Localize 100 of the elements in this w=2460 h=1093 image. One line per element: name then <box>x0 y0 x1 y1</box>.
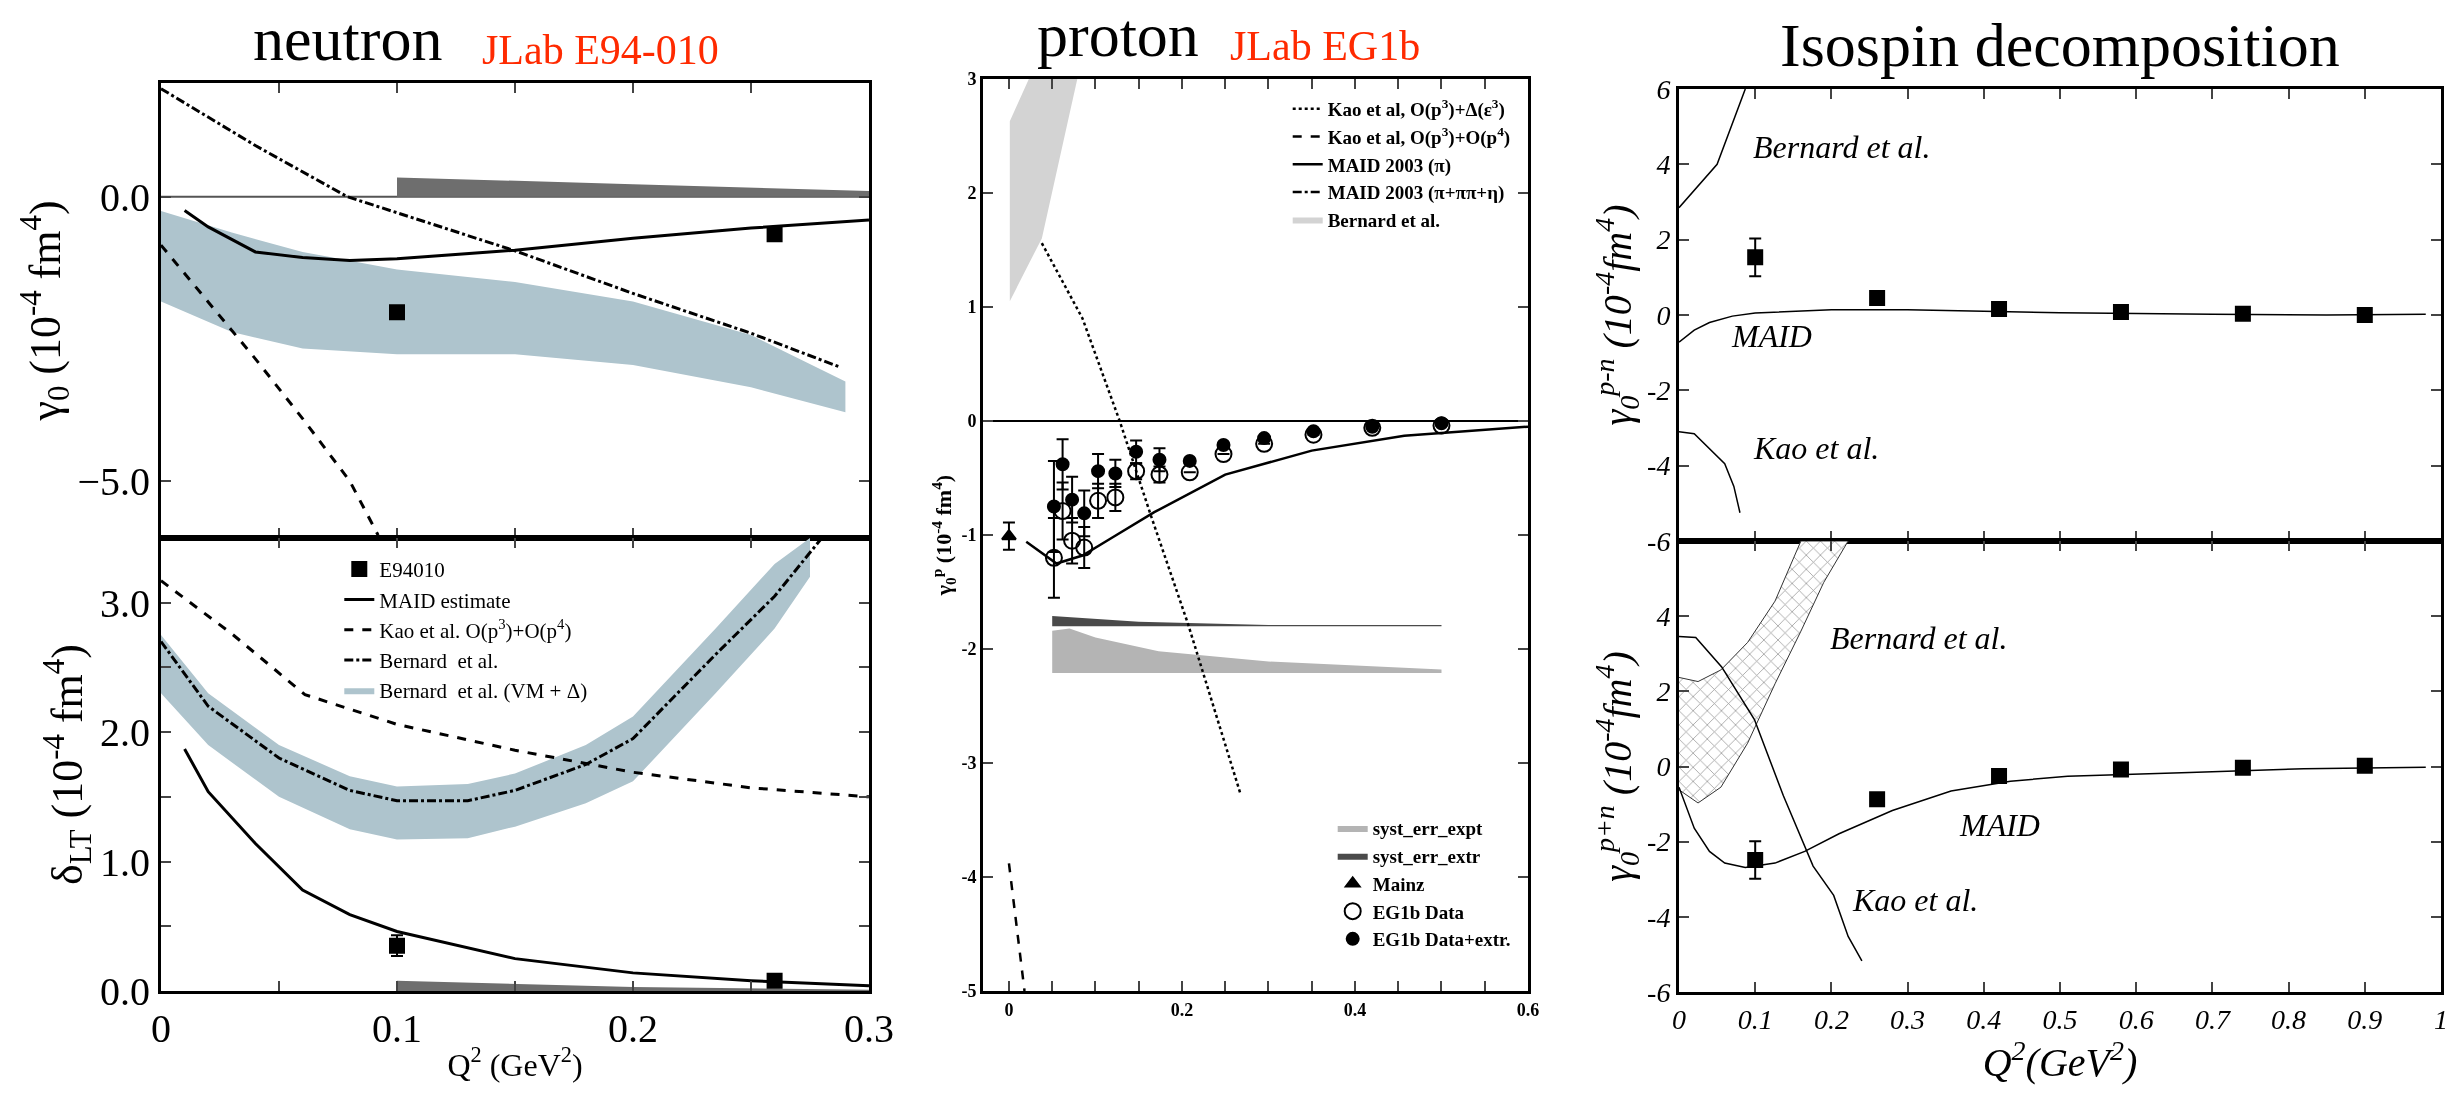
legend-label: Kao et al, O(p$^{3}$)+O(p$^{4}$) <box>1327 123 1511 149</box>
chart-subtitle: JLab EG1b <box>1230 23 1421 69</box>
point <box>1065 492 1080 507</box>
x-tick-label: 0.3 <box>1890 1003 1926 1035</box>
y-tick-label: -6 <box>1647 525 1671 557</box>
legend-label: MAID 2003 (π) <box>1327 154 1452 177</box>
point <box>2356 757 2373 774</box>
legend-label: Bernard et al. <box>1327 209 1441 231</box>
point <box>1129 444 1144 459</box>
x-tick-label: 0.9 <box>2347 1003 2383 1035</box>
point <box>1091 464 1106 479</box>
point <box>1216 437 1231 452</box>
y-tick-label: -5 <box>961 981 977 1002</box>
y-tick-label: 1.0 <box>100 839 150 885</box>
point <box>2112 761 2129 778</box>
y-tick-label: -3 <box>961 753 977 774</box>
point <box>1434 416 1449 431</box>
point <box>1077 506 1092 521</box>
annotation: Kao et al. <box>1852 882 1979 918</box>
y-tick-label: 0 <box>1656 751 1671 783</box>
y-tick-label: -2 <box>1647 826 1671 858</box>
annotation: MAID <box>1959 807 2040 843</box>
y-tick-label: -2 <box>961 639 977 660</box>
point <box>1046 499 1061 514</box>
legend-label: Bernard et al. <box>379 649 499 674</box>
y-tick-label: 2 <box>967 183 977 204</box>
y-tick-label: 2 <box>1656 676 1671 708</box>
y-tick-label: 3.0 <box>100 580 150 626</box>
point <box>1089 491 1108 510</box>
y-tick-label: 0.0 <box>100 174 150 220</box>
point <box>1055 457 1070 472</box>
point <box>2234 759 2251 776</box>
legend-label: MAID estimate <box>379 588 511 613</box>
point <box>2356 307 2373 323</box>
legend-label: syst_err_extr <box>1372 846 1481 868</box>
point <box>1747 249 1764 266</box>
y-tick-label: 0 <box>967 411 977 432</box>
legend-label: syst_err_expt <box>1372 818 1484 840</box>
line-series <box>1679 431 1741 514</box>
y-tick-label: 4 <box>1656 149 1671 181</box>
point <box>1053 502 1072 521</box>
x-axis-title: Q$^{2}$(GeV$^{2}$) <box>1982 1034 2138 1086</box>
annotation: Bernard et al. <box>1830 620 2008 656</box>
annotation: Kao et al. <box>1753 430 1880 466</box>
point <box>2112 303 2129 320</box>
point <box>1108 466 1123 481</box>
y-tick-label: 2 <box>1656 224 1671 256</box>
legend-label: Kao et al, O(p$^{3}$)+Δ(ε$^{3}$) <box>1327 96 1505 122</box>
legend-label: EG1b Data <box>1372 901 1465 923</box>
x-tick-label: 0.4 <box>1966 1003 2002 1035</box>
chart-title: proton <box>1037 1 1199 69</box>
legend-label: MAID 2003 (π+ππ+η) <box>1327 182 1505 205</box>
y-tick-label: 0.0 <box>100 969 150 1014</box>
point <box>1180 463 1199 482</box>
point <box>1182 453 1197 468</box>
x-tick-label: 0.4 <box>1343 999 1367 1020</box>
x-tick-label: 0.2 <box>608 1006 658 1051</box>
y-tick-label: 2.0 <box>100 710 150 756</box>
y-tick-label: −5.0 <box>77 459 150 505</box>
point <box>1991 767 2008 784</box>
x-tick-label: 0.2 <box>1170 999 1194 1020</box>
annotation: MAID <box>1731 318 1812 354</box>
point <box>1747 852 1764 869</box>
x-tick-label: 0.6 <box>2118 1003 2154 1035</box>
legend-label: Kao et al. O(p$^{3}$)+O(p$^{4}$) <box>379 616 572 643</box>
point <box>1257 431 1272 446</box>
y-tick-label: 1 <box>967 297 977 318</box>
x-tick-label: 0.2 <box>1813 1003 1849 1035</box>
line-series <box>183 747 869 988</box>
point <box>1063 531 1082 550</box>
x-tick-label: 0.3 <box>844 1006 894 1051</box>
x-tick-label: 1 <box>2434 1003 2448 1035</box>
legend-label: EG1b Data+extr. <box>1372 929 1511 951</box>
y-tick-label: 0 <box>1656 299 1671 331</box>
y-tick-label: -4 <box>961 867 977 888</box>
point <box>1075 538 1094 557</box>
point <box>1991 300 2008 317</box>
x-axis-title: Q$^{2}$ (GeV$^{2}$) <box>447 1042 583 1083</box>
y-tick-label: -6 <box>1647 976 1671 1008</box>
legend-label: Mainz <box>1372 873 1425 895</box>
y-tick-label: -2 <box>1647 375 1671 407</box>
point <box>1106 488 1125 507</box>
x-tick-label: 0.1 <box>372 1006 422 1051</box>
point <box>1001 529 1017 541</box>
chart-title: Isospin decomposition <box>1780 11 2340 79</box>
x-tick-label: 0.7 <box>2194 1003 2231 1035</box>
x-tick-label: 0.1 <box>1737 1003 1773 1035</box>
x-tick-label: 0.5 <box>2042 1003 2078 1035</box>
legend-label: E94010 <box>379 558 445 583</box>
y-tick-label: 3 <box>967 69 977 90</box>
chart-subtitle: JLab E94-010 <box>482 27 719 73</box>
point <box>1869 290 1886 307</box>
point <box>1044 548 1063 567</box>
point <box>1152 452 1167 467</box>
y-tick-label: 4 <box>1656 600 1671 632</box>
x-tick-label: 0.6 <box>1516 999 1540 1020</box>
annotation: Bernard et al. <box>1753 129 1931 165</box>
point <box>1869 791 1886 808</box>
point <box>1306 424 1321 439</box>
y-tick-label: -1 <box>961 525 977 546</box>
